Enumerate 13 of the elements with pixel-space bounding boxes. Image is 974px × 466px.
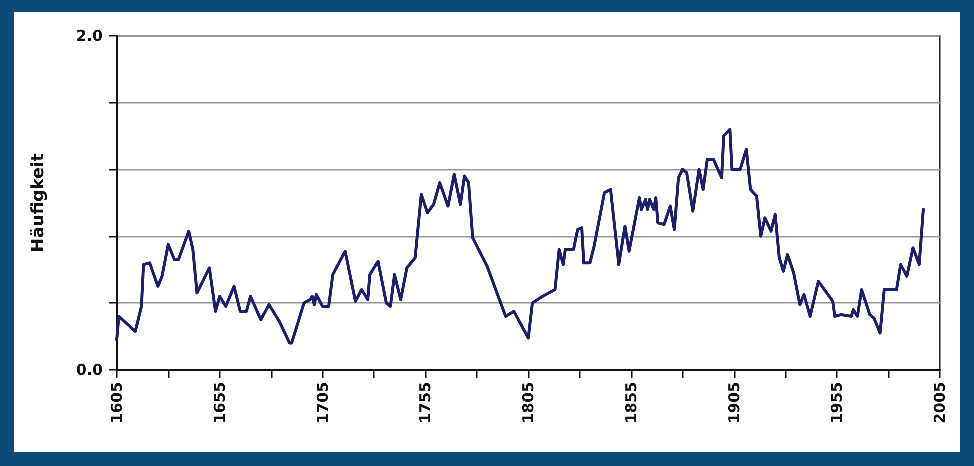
x-tick-label: 1705 bbox=[314, 382, 332, 424]
x-tick-label: 1855 bbox=[622, 382, 640, 424]
x-tick-label: 1755 bbox=[416, 382, 435, 424]
x-tick-label: 1955 bbox=[828, 382, 846, 424]
y-tick-label: 0.0 bbox=[76, 361, 103, 379]
x-tick-label: 1655 bbox=[210, 382, 229, 424]
y-tick-label: 2.0 bbox=[76, 27, 103, 45]
line-series bbox=[116, 128, 926, 345]
y-axis-title: Häufigkeit bbox=[28, 154, 48, 252]
x-tick-label: 1605 bbox=[108, 382, 126, 424]
x-tick-label: 1905 bbox=[725, 382, 744, 424]
x-tick-label: 1805 bbox=[520, 382, 538, 424]
x-tick-label: 2005 bbox=[931, 382, 949, 424]
